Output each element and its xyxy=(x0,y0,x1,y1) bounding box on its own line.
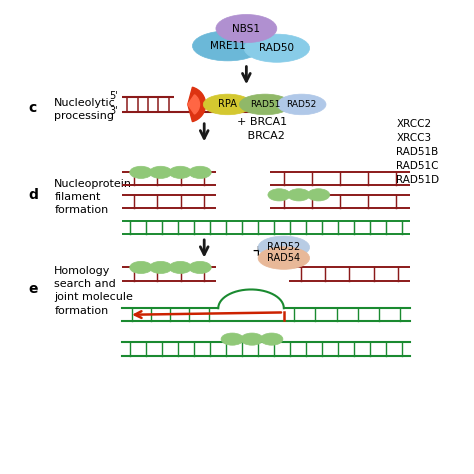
Ellipse shape xyxy=(169,261,191,273)
Text: Homology
search and
joint molecule
formation: Homology search and joint molecule forma… xyxy=(55,266,133,316)
Ellipse shape xyxy=(169,166,191,178)
Text: +: + xyxy=(252,245,264,259)
Ellipse shape xyxy=(244,34,310,62)
Ellipse shape xyxy=(258,236,310,258)
Ellipse shape xyxy=(189,261,211,273)
Ellipse shape xyxy=(130,261,152,273)
Ellipse shape xyxy=(260,333,283,345)
Text: c: c xyxy=(28,101,37,115)
Ellipse shape xyxy=(192,31,263,61)
Ellipse shape xyxy=(130,166,152,178)
Ellipse shape xyxy=(239,94,291,115)
Ellipse shape xyxy=(241,333,263,345)
Text: e: e xyxy=(28,282,38,295)
Wedge shape xyxy=(188,87,206,122)
Ellipse shape xyxy=(149,261,172,273)
Ellipse shape xyxy=(268,189,291,201)
Text: RAD52: RAD52 xyxy=(267,242,301,252)
Text: + BRCA1
   BRCA2: + BRCA1 BRCA2 xyxy=(237,117,287,141)
Text: MRE11: MRE11 xyxy=(210,41,246,51)
Ellipse shape xyxy=(258,247,310,269)
Text: 5': 5' xyxy=(109,91,118,101)
Ellipse shape xyxy=(216,15,277,43)
Text: Nucleoprotein-
filament
formation: Nucleoprotein- filament formation xyxy=(55,179,137,215)
Ellipse shape xyxy=(221,333,244,345)
Ellipse shape xyxy=(203,94,252,115)
Wedge shape xyxy=(188,95,200,114)
Ellipse shape xyxy=(149,166,172,178)
Ellipse shape xyxy=(277,94,326,115)
Text: Nucleolytic
processing: Nucleolytic processing xyxy=(55,98,116,121)
Text: RAD50: RAD50 xyxy=(259,43,294,53)
Text: RPA: RPA xyxy=(218,100,237,109)
Ellipse shape xyxy=(307,189,330,201)
Text: 3': 3' xyxy=(109,107,118,117)
Text: RAD52: RAD52 xyxy=(286,100,317,109)
Text: NBS1: NBS1 xyxy=(232,24,260,34)
Text: RAD51: RAD51 xyxy=(250,100,280,109)
Ellipse shape xyxy=(189,166,211,178)
Text: XRCC2
XRCC3
RAD51B
RAD51C
RAD51D: XRCC2 XRCC3 RAD51B RAD51C RAD51D xyxy=(396,119,439,185)
Text: RAD54: RAD54 xyxy=(267,253,301,263)
Text: d: d xyxy=(28,188,38,202)
Ellipse shape xyxy=(288,189,310,201)
